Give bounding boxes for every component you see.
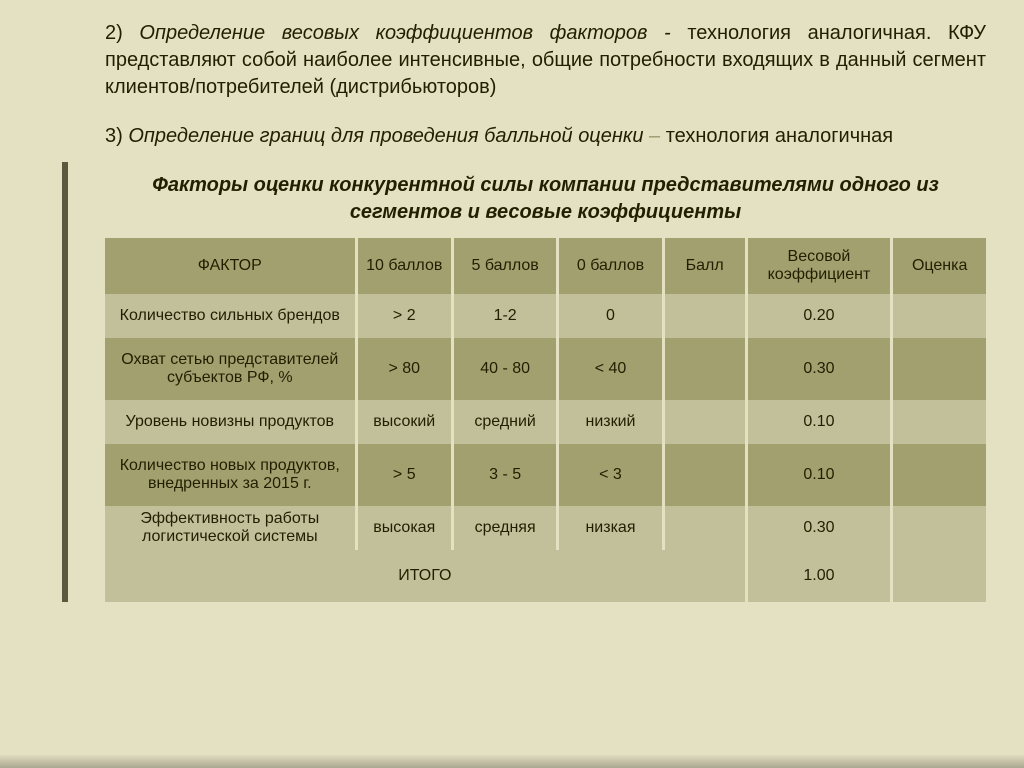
cell-weight: 0.10	[746, 444, 892, 506]
p2-rest: технология аналогичная	[666, 125, 893, 147]
cell-10: высокая	[356, 506, 452, 550]
cell-score	[892, 506, 986, 550]
paragraph-3: 3) Определение границ для проведения бал…	[105, 123, 986, 150]
cell-5: средний	[452, 400, 557, 444]
factors-table: ФАКТОР 10 баллов 5 баллов 0 баллов Балл …	[105, 238, 986, 602]
th-weight: Весовой коэффициент	[746, 238, 892, 294]
cell-factor: Уровень новизны продуктов	[105, 400, 356, 444]
cell-10: > 5	[356, 444, 452, 506]
table-footer-row: ИТОГО 1.00	[105, 550, 986, 602]
cell-factor: Эффективность работы логистической систе…	[105, 506, 356, 550]
cell-0: низкая	[558, 506, 663, 550]
cell-0: < 3	[558, 444, 663, 506]
th-0: 0 баллов	[558, 238, 663, 294]
table-row: Количество новых продуктов, внедренных з…	[105, 444, 986, 506]
cell-5: 40 - 80	[452, 338, 557, 400]
cell-score	[892, 400, 986, 444]
cell-5: 1-2	[452, 294, 557, 338]
cell-10: > 80	[356, 338, 452, 400]
p1-italic: Определение весовых коэффициентов фактор…	[139, 22, 687, 44]
cell-ball	[663, 506, 746, 550]
cell-ball	[663, 400, 746, 444]
th-factor: ФАКТОР	[105, 238, 356, 294]
table-row: Охват сетью представителей субъектов РФ,…	[105, 338, 986, 400]
cell-0: 0	[558, 294, 663, 338]
cell-score	[892, 444, 986, 506]
cell-5: средняя	[452, 506, 557, 550]
th-ball: Балл	[663, 238, 746, 294]
table-header-row: ФАКТОР 10 баллов 5 баллов 0 баллов Балл …	[105, 238, 986, 294]
sidebar-accent-line	[62, 162, 68, 602]
cell-0: низкий	[558, 400, 663, 444]
th-score: Оценка	[892, 238, 986, 294]
cell-factor: Охват сетью представителей субъектов РФ,…	[105, 338, 356, 400]
th-10: 10 баллов	[356, 238, 452, 294]
cell-weight: 0.10	[746, 400, 892, 444]
cell-ball	[663, 294, 746, 338]
table-row: Количество сильных брендов> 21-20 0.20	[105, 294, 986, 338]
p1-lead: 2)	[105, 22, 139, 44]
bottom-shadow	[0, 754, 1024, 768]
cell-5: 3 - 5	[452, 444, 557, 506]
footer-label: ИТОГО	[105, 550, 746, 602]
p2-lead: 3)	[105, 125, 128, 147]
cell-score	[892, 294, 986, 338]
paragraph-2: 2) Определение весовых коэффициентов фак…	[105, 20, 986, 101]
cell-ball	[663, 338, 746, 400]
footer-total: 1.00	[746, 550, 892, 602]
p2-dash: –	[643, 125, 665, 147]
table-row: Уровень новизны продуктоввысокийсреднийн…	[105, 400, 986, 444]
footer-empty	[892, 550, 986, 602]
table-body: Количество сильных брендов> 21-20 0.20 Охв…	[105, 294, 986, 550]
slide-content: 2) Определение весовых коэффициентов фак…	[0, 0, 1024, 602]
cell-score	[892, 338, 986, 400]
cell-weight: 0.30	[746, 338, 892, 400]
cell-10: высокий	[356, 400, 452, 444]
cell-0: < 40	[558, 338, 663, 400]
cell-weight: 0.30	[746, 506, 892, 550]
table-title: Факторы оценки конкурентной силы компани…	[105, 172, 986, 226]
cell-factor: Количество новых продуктов, внедренных з…	[105, 444, 356, 506]
cell-ball	[663, 444, 746, 506]
cell-weight: 0.20	[746, 294, 892, 338]
p2-italic: Определение границ для проведения балльн…	[128, 125, 643, 147]
table-row: Эффективность работы логистической систе…	[105, 506, 986, 550]
th-5: 5 баллов	[452, 238, 557, 294]
cell-factor: Количество сильных брендов	[105, 294, 356, 338]
cell-10: > 2	[356, 294, 452, 338]
